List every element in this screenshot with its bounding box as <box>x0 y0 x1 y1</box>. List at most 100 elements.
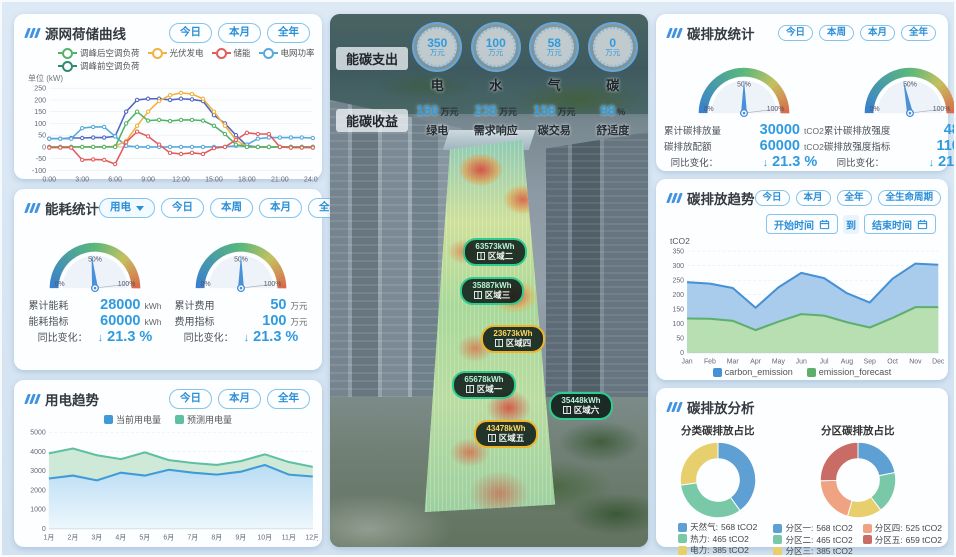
yoy-value: 21.3 % <box>107 329 153 345</box>
svg-text:9月: 9月 <box>235 533 246 541</box>
expense-name: 气 <box>547 78 561 93</box>
time-filter-button[interactable]: 本月 <box>218 389 261 409</box>
income-unit: 万元 <box>557 107 576 117</box>
legend-label: 光伏发电 <box>169 48 204 58</box>
legend-item[interactable]: 调峰前空调负荷 <box>58 60 140 72</box>
legend-value: 385 tCO2 <box>712 545 749 555</box>
carbon-trend-area-chart: 0 50 100 150 200 250 300 350 Jan Feb Mar Apr May Jun J… <box>673 248 944 365</box>
svg-text:Sep: Sep <box>864 358 876 365</box>
income-unit: 万元 <box>440 107 459 117</box>
legend-item[interactable]: carbon_emission <box>712 367 793 377</box>
donut-zone: 分区碳排放占比 分区一: 568 tCO2 分区二: 465 tCO2 分区三: 385 t… <box>773 420 942 556</box>
legend-label: 分区二: <box>785 534 814 545</box>
time-filter-button[interactable]: 全年 <box>900 25 936 41</box>
time-filter-group: 今日 本周 本月 全年 <box>777 25 936 41</box>
svg-text:0: 0 <box>42 526 46 533</box>
zone-label-pill: 63573kWh 区域二 <box>463 238 527 266</box>
income-value: 98 <box>600 103 616 118</box>
time-filter-button[interactable]: 本周 <box>818 25 854 41</box>
stat-value: 50 <box>270 297 287 313</box>
energy-carbon-overlay: 能碳支出 350 万元电 100 万元水 58 万元气 0 万元碳 能碳收益 150 万元 绿电 235… <box>336 22 642 138</box>
panel-header: 源网荷储曲线 今日 本月 全年 <box>14 14 322 46</box>
svg-text:6:00: 6:00 <box>108 175 122 183</box>
legend-value: 385 tCO2 <box>816 546 853 556</box>
stat-value: 100 <box>262 313 287 329</box>
legend-value: 659 tCO2 <box>905 534 942 545</box>
stat-row: 费用指标 100 万元 <box>174 314 307 330</box>
start-date-picker[interactable]: 开始时间 <box>766 214 838 234</box>
time-filter-button[interactable]: 全年 <box>267 23 310 43</box>
legend-square-icon <box>773 523 783 533</box>
legend-label: 分区五: <box>874 534 903 545</box>
time-filter-button[interactable]: 全年 <box>836 190 872 206</box>
svg-text:100: 100 <box>34 120 46 128</box>
legend-item[interactable]: 调峰后空调负荷 <box>58 47 140 59</box>
gauge-chart: 50%0%100% <box>49 242 141 293</box>
legend-label: 分区三: <box>785 546 814 556</box>
svg-text:21:00: 21:00 <box>271 175 289 183</box>
chart-legend: 当前用电量 预测用电量 <box>14 412 322 427</box>
end-date-picker[interactable]: 结束时间 <box>864 214 936 234</box>
panel-slashes-icon <box>24 28 41 38</box>
yoy-value: 21.3 % <box>938 154 955 170</box>
legend-square-icon <box>678 534 688 544</box>
svg-text:200: 200 <box>34 96 46 104</box>
legend-item[interactable]: 预测用电量 <box>175 413 232 426</box>
stat-row: 能耗指标 60000 kWh <box>29 314 162 330</box>
time-filter-button[interactable]: 今日 <box>777 25 813 41</box>
legend-square-icon <box>678 522 688 532</box>
gauge-chart: 50%0%100% <box>195 242 287 293</box>
expense-circle: 100 万元 <box>470 22 521 72</box>
legend-item[interactable]: emission_forecast <box>806 367 891 377</box>
income-unit: 万元 <box>499 107 518 117</box>
legend-item[interactable]: 光伏发电 <box>147 47 204 59</box>
time-filter-button[interactable]: 今日 <box>161 198 204 218</box>
legend-item[interactable]: 当前用电量 <box>103 413 161 426</box>
time-filter-button[interactable]: 本月 <box>795 190 831 206</box>
svg-text:3月: 3月 <box>91 533 102 541</box>
legend-ring-icon <box>258 47 278 59</box>
donut-legend: 天然气: 568 tCO2 热力: 465 tCO2 电力: 385 tCO2 <box>678 522 757 555</box>
expense-unit: 万元 <box>546 47 562 57</box>
zone-grid-icon <box>473 291 482 299</box>
chart-legend: carbon_emission emission_forecast <box>656 366 948 378</box>
expense-value: 100 <box>485 35 506 50</box>
time-filter-button[interactable]: 全年 <box>267 389 310 409</box>
expense-value: 58 <box>547 35 561 50</box>
time-filter-button[interactable]: 本周 <box>210 198 253 218</box>
time-filter-button[interactable]: 全生命周期 <box>877 190 942 206</box>
legend-item[interactable]: 电网功率 <box>258 47 315 59</box>
svg-text:11月: 11月 <box>282 533 296 541</box>
dropdown-label: 用电 <box>110 201 131 214</box>
time-filter-button[interactable]: 今日 <box>169 389 212 409</box>
yoy-label: 同比变化： <box>37 333 88 344</box>
time-filter-button[interactable]: 本月 <box>259 198 302 218</box>
calendar-icon <box>917 219 928 229</box>
svg-text:0: 0 <box>42 143 46 151</box>
gauge-chart: 50%0%100% <box>698 67 790 118</box>
legend-item[interactable]: 储能 <box>211 47 251 59</box>
svg-text:7月: 7月 <box>187 533 198 541</box>
svg-text:May: May <box>772 358 786 365</box>
expense-unit: 万元 <box>605 47 621 57</box>
yoy-value: 21.3 % <box>772 154 818 170</box>
time-filter-button[interactable]: 本月 <box>218 23 261 43</box>
svg-text:150: 150 <box>34 108 46 116</box>
svg-text:6月: 6月 <box>163 533 174 541</box>
panel-header: 用电趋势 今日 本月 全年 <box>14 380 322 412</box>
svg-text:2000: 2000 <box>30 487 46 494</box>
zone-label-pill: 35448kWh 区域六 <box>549 392 613 420</box>
svg-text:1月: 1月 <box>43 533 54 541</box>
time-filter-button[interactable]: 本月 <box>859 25 895 41</box>
time-filter-button[interactable]: 今日 <box>754 190 790 206</box>
expense-item: 58 万元气 <box>525 22 584 94</box>
time-filter-button[interactable]: 今日 <box>169 23 212 43</box>
svg-text:18:00: 18:00 <box>238 175 256 183</box>
energy-type-dropdown[interactable]: 用电 <box>99 198 155 218</box>
start-date-label: 开始时间 <box>774 220 814 232</box>
stat-row: 累计碳排放量 30000 tCO2 <box>664 123 824 139</box>
zone-name: 区域三 <box>484 290 511 300</box>
svg-text:15:00: 15:00 <box>205 175 223 183</box>
